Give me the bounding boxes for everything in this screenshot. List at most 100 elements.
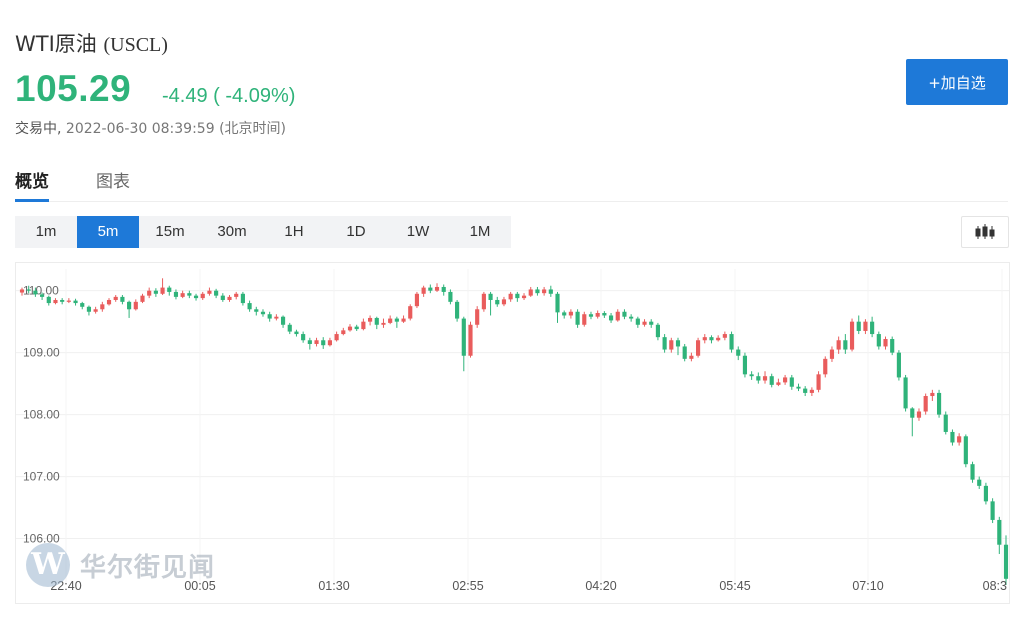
- candlestick-chart[interactable]: 106.00 107.00 108.00 109.00 110.00 22:40 00:05…: [15, 262, 1010, 604]
- candle-body: [481, 293, 486, 310]
- y-tick-label: 106.00: [23, 532, 60, 546]
- x-tick-label: 08:3: [983, 579, 1007, 593]
- candle-body: [408, 306, 413, 319]
- candle-body: [26, 289, 31, 291]
- candle-body: [254, 309, 259, 312]
- candle-body: [562, 312, 567, 316]
- interval-30m[interactable]: 30m: [217, 223, 247, 240]
- candle-body: [267, 314, 272, 319]
- interval-1m[interactable]: 1m: [35, 223, 57, 240]
- candle-body: [836, 340, 841, 350]
- candle-body: [294, 331, 299, 335]
- candle-body: [709, 337, 714, 341]
- candle-body: [381, 322, 386, 325]
- tab-bar: 概览 图表: [15, 165, 1008, 202]
- candle-body: [843, 340, 848, 350]
- candle-body: [997, 519, 1002, 545]
- candle-body: [803, 388, 808, 393]
- candle-body: [60, 299, 65, 302]
- candle-body: [19, 289, 25, 293]
- interval-1mo[interactable]: 1M: [469, 223, 491, 240]
- candle-body: [642, 321, 647, 325]
- interval-selector: 1m 5m 15m 30m 1H 1D 1W 1M: [15, 216, 511, 248]
- candle-body: [441, 286, 446, 292]
- interval-1d[interactable]: 1D: [346, 223, 366, 240]
- interval-5m[interactable]: 5m: [77, 216, 139, 248]
- candle-body: [943, 414, 948, 432]
- candle-body: [582, 314, 587, 325]
- candle-body: [374, 317, 379, 325]
- candle-body: [649, 321, 654, 325]
- watermark: W 华尔街见闻: [26, 543, 215, 587]
- candle-body: [722, 334, 727, 338]
- candle-body: [33, 290, 38, 295]
- timezone: (北京时间): [219, 121, 286, 137]
- y-tick-label: 110.00: [23, 284, 59, 298]
- candle-body: [193, 295, 199, 299]
- candle-body: [200, 293, 205, 299]
- x-tick-label: 07:10: [852, 579, 883, 593]
- candle-body: [983, 485, 988, 502]
- candle-body: [608, 315, 614, 321]
- candle-body: [829, 349, 835, 359]
- candle-body: [461, 318, 466, 356]
- candle-body: [327, 340, 332, 346]
- candle-body: [120, 296, 125, 302]
- tab-chart[interactable]: 图表: [96, 172, 130, 192]
- candle-body: [428, 287, 433, 291]
- candle-body: [66, 300, 71, 302]
- candle-body: [307, 340, 312, 344]
- interval-15m[interactable]: 15m: [155, 223, 185, 240]
- candle-body: [749, 374, 754, 377]
- chart-type-button[interactable]: [961, 216, 1009, 248]
- candle-body: [214, 290, 219, 296]
- candle-body: [388, 318, 393, 323]
- interval-1h[interactable]: 1H: [284, 223, 304, 240]
- watermark-logo: W: [26, 543, 70, 587]
- candle-body: [555, 293, 560, 313]
- tab-overview[interactable]: 概览: [15, 167, 49, 202]
- candle-body: [870, 321, 875, 335]
- interval-1w[interactable]: 1W: [406, 223, 430, 240]
- candle-body: [675, 340, 681, 347]
- candle-body: [187, 293, 192, 296]
- candle-body: [361, 321, 366, 330]
- candle-body: [923, 396, 928, 412]
- instrument-name: WTI原油: [15, 32, 97, 56]
- candle-body: [890, 339, 895, 353]
- candle-body: [655, 324, 660, 338]
- candle-body: [220, 295, 225, 300]
- candle-body: [615, 311, 620, 321]
- add-to-watchlist-button[interactable]: +加自选: [906, 59, 1008, 105]
- candle-body: [354, 326, 359, 330]
- candle-body: [488, 293, 493, 300]
- candle-body: [682, 346, 687, 359]
- y-tick-label: 107.00: [23, 470, 60, 484]
- candle-body: [274, 316, 279, 319]
- candle-body: [863, 321, 868, 331]
- candle-body: [702, 337, 707, 341]
- candle-body: [789, 377, 794, 387]
- candle-body: [147, 290, 152, 296]
- candle-body: [301, 334, 306, 341]
- candle-body: [1003, 544, 1009, 579]
- x-tick-label: 02:55: [452, 579, 483, 593]
- candle-body: [662, 337, 667, 350]
- watermark-text: 华尔街见闻: [80, 552, 216, 583]
- candle-body: [227, 296, 232, 300]
- candle-body: [796, 386, 801, 389]
- candle-body: [588, 314, 594, 317]
- candle-body: [696, 340, 701, 356]
- candle-body: [414, 293, 420, 307]
- candle-body: [756, 376, 761, 381]
- candle-body: [207, 290, 212, 294]
- candle-body: [347, 326, 353, 331]
- candle-body: [113, 296, 118, 300]
- candle-body: [448, 291, 453, 302]
- candle-body: [883, 339, 888, 347]
- candle-body: [669, 340, 674, 350]
- candle-body: [234, 293, 239, 297]
- candle-body: [575, 311, 580, 325]
- candle-body: [769, 376, 774, 385]
